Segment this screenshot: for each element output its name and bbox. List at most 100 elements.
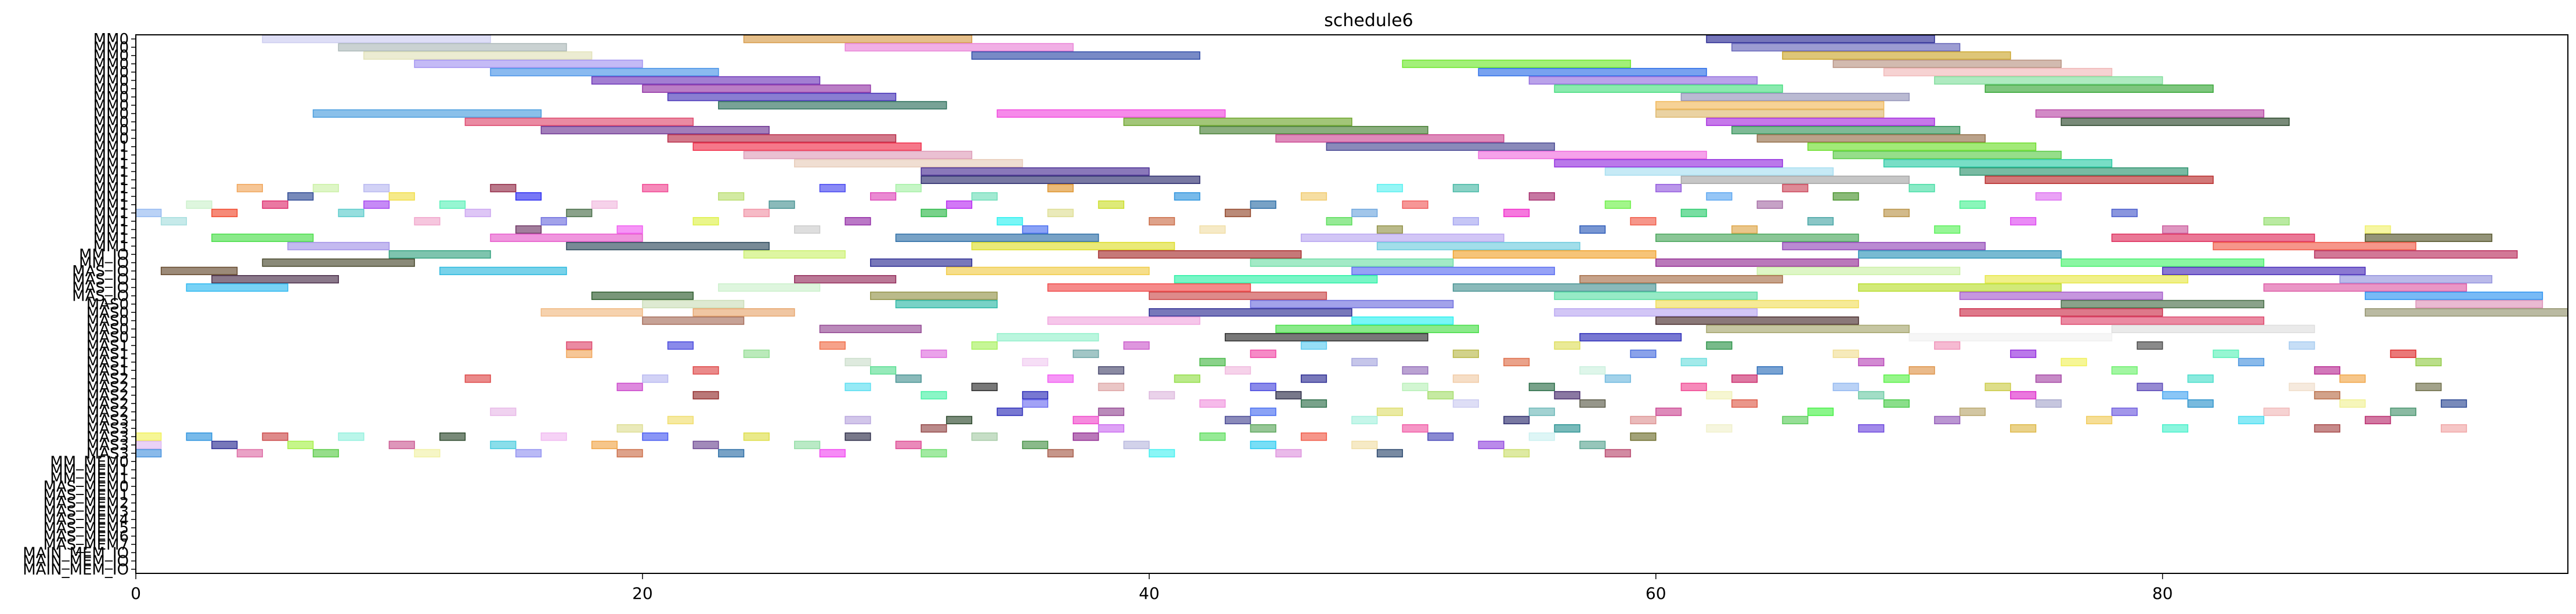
- task-bar: [1250, 200, 1276, 209]
- task-bar: [1858, 283, 2062, 292]
- task-bar: [388, 250, 491, 259]
- y-tick-label: MAS3: [86, 412, 129, 429]
- task-bar: [1655, 183, 1682, 193]
- task-bar: [1022, 391, 1048, 400]
- task-bar: [2263, 407, 2290, 416]
- task-bar: [1123, 440, 1150, 449]
- task-bar: [718, 101, 947, 110]
- task-bar: [591, 440, 618, 449]
- task-bar: [1452, 250, 1657, 259]
- y-tick-label: MAS_MEM0: [43, 478, 129, 496]
- y-tick-label: MM1: [93, 213, 129, 230]
- task-bar: [1528, 382, 1555, 391]
- task-bar: [287, 241, 390, 251]
- task-bar: [1300, 432, 1327, 441]
- task-bar: [1731, 374, 1758, 383]
- task-bar: [946, 416, 973, 425]
- task-bar: [262, 432, 288, 441]
- y-tick-label: MAS2: [86, 379, 129, 396]
- task-bar: [1149, 449, 1175, 458]
- task-bar: [515, 225, 542, 234]
- task-bar: [1604, 449, 1631, 458]
- task-bar: [2314, 424, 2340, 433]
- task-bar: [2035, 109, 2264, 118]
- task-bar: [1478, 150, 1707, 160]
- x-tick-label: 40: [1139, 584, 1160, 603]
- task-bar: [1959, 291, 2163, 300]
- task-bar: [1782, 241, 1986, 251]
- task-bar: [718, 449, 745, 458]
- y-tick-label: MAS_MEM5: [43, 519, 129, 537]
- y-tick-label: MAS1: [86, 354, 129, 371]
- chart-title: schedule6: [1324, 10, 1413, 31]
- y-tick-label: MAS3: [86, 428, 129, 446]
- task-bar: [236, 183, 263, 193]
- task-bar: [2187, 399, 2214, 408]
- task-bar: [1199, 399, 1226, 408]
- task-bar: [1528, 407, 1555, 416]
- task-bar: [1250, 258, 1454, 267]
- task-bar: [1402, 200, 1428, 209]
- task-bar: [1706, 391, 1733, 400]
- task-bar: [2238, 416, 2265, 425]
- task-bar: [2365, 416, 2391, 425]
- task-bar: [921, 424, 947, 433]
- task-bar: [464, 117, 694, 127]
- task-bar: [2010, 349, 2037, 358]
- task-bar: [2111, 324, 2315, 334]
- task-bar: [1199, 357, 1226, 367]
- task-bar: [1680, 175, 1910, 185]
- y-tick-label: MAS3: [86, 420, 129, 438]
- task-bar: [1782, 183, 1809, 193]
- task-bar: [1047, 183, 1074, 193]
- task-bar: [1250, 424, 1276, 433]
- task-bar: [1300, 341, 1327, 350]
- y-tick-label: MM1: [93, 197, 129, 214]
- task-bar: [1098, 424, 1124, 433]
- task-bar: [439, 266, 567, 276]
- task-bar: [1858, 250, 2062, 259]
- task-bar: [819, 341, 846, 350]
- task-bar: [616, 424, 643, 433]
- task-bar: [971, 341, 998, 350]
- task-bar: [642, 316, 745, 325]
- task-bar: [490, 407, 517, 416]
- task-bar: [642, 432, 669, 441]
- plot-frame: [135, 34, 2568, 574]
- task-bar: [1858, 424, 1885, 433]
- task-bar: [1630, 217, 1657, 226]
- task-bar: [1275, 391, 1302, 400]
- x-tick-label: 60: [1646, 584, 1666, 603]
- task-bar: [1098, 250, 1302, 259]
- task-bar: [1883, 208, 1910, 218]
- task-bar: [769, 200, 795, 209]
- task-bar: [1858, 391, 1885, 400]
- task-bar: [363, 200, 390, 209]
- task-bar: [490, 68, 719, 77]
- task-bar: [414, 59, 643, 68]
- task-bar: [1250, 299, 1454, 309]
- task-bar: [692, 440, 719, 449]
- y-tick-label: MM_IO: [79, 246, 129, 263]
- task-bar: [895, 233, 1099, 242]
- task-bar: [1528, 432, 1555, 441]
- task-bar: [2213, 349, 2239, 358]
- task-bar: [1250, 407, 1276, 416]
- task-bar: [1326, 217, 1352, 226]
- task-bar: [1630, 349, 1657, 358]
- task-bar: [971, 51, 1200, 60]
- task-bar: [591, 291, 694, 300]
- task-bar: [1452, 283, 1657, 292]
- task-bar: [1554, 308, 1758, 317]
- task-bar: [819, 449, 846, 458]
- task-bar: [946, 266, 1150, 276]
- y-tick-label: MAS_MEM7: [43, 536, 129, 554]
- task-bar: [2187, 374, 2214, 383]
- task-bar: [794, 440, 821, 449]
- task-bar: [718, 192, 745, 201]
- task-bar: [1959, 167, 2189, 176]
- x-tick-label: 20: [632, 584, 653, 603]
- y-tick-label: MAS0: [86, 304, 129, 322]
- task-bar: [2061, 299, 2264, 309]
